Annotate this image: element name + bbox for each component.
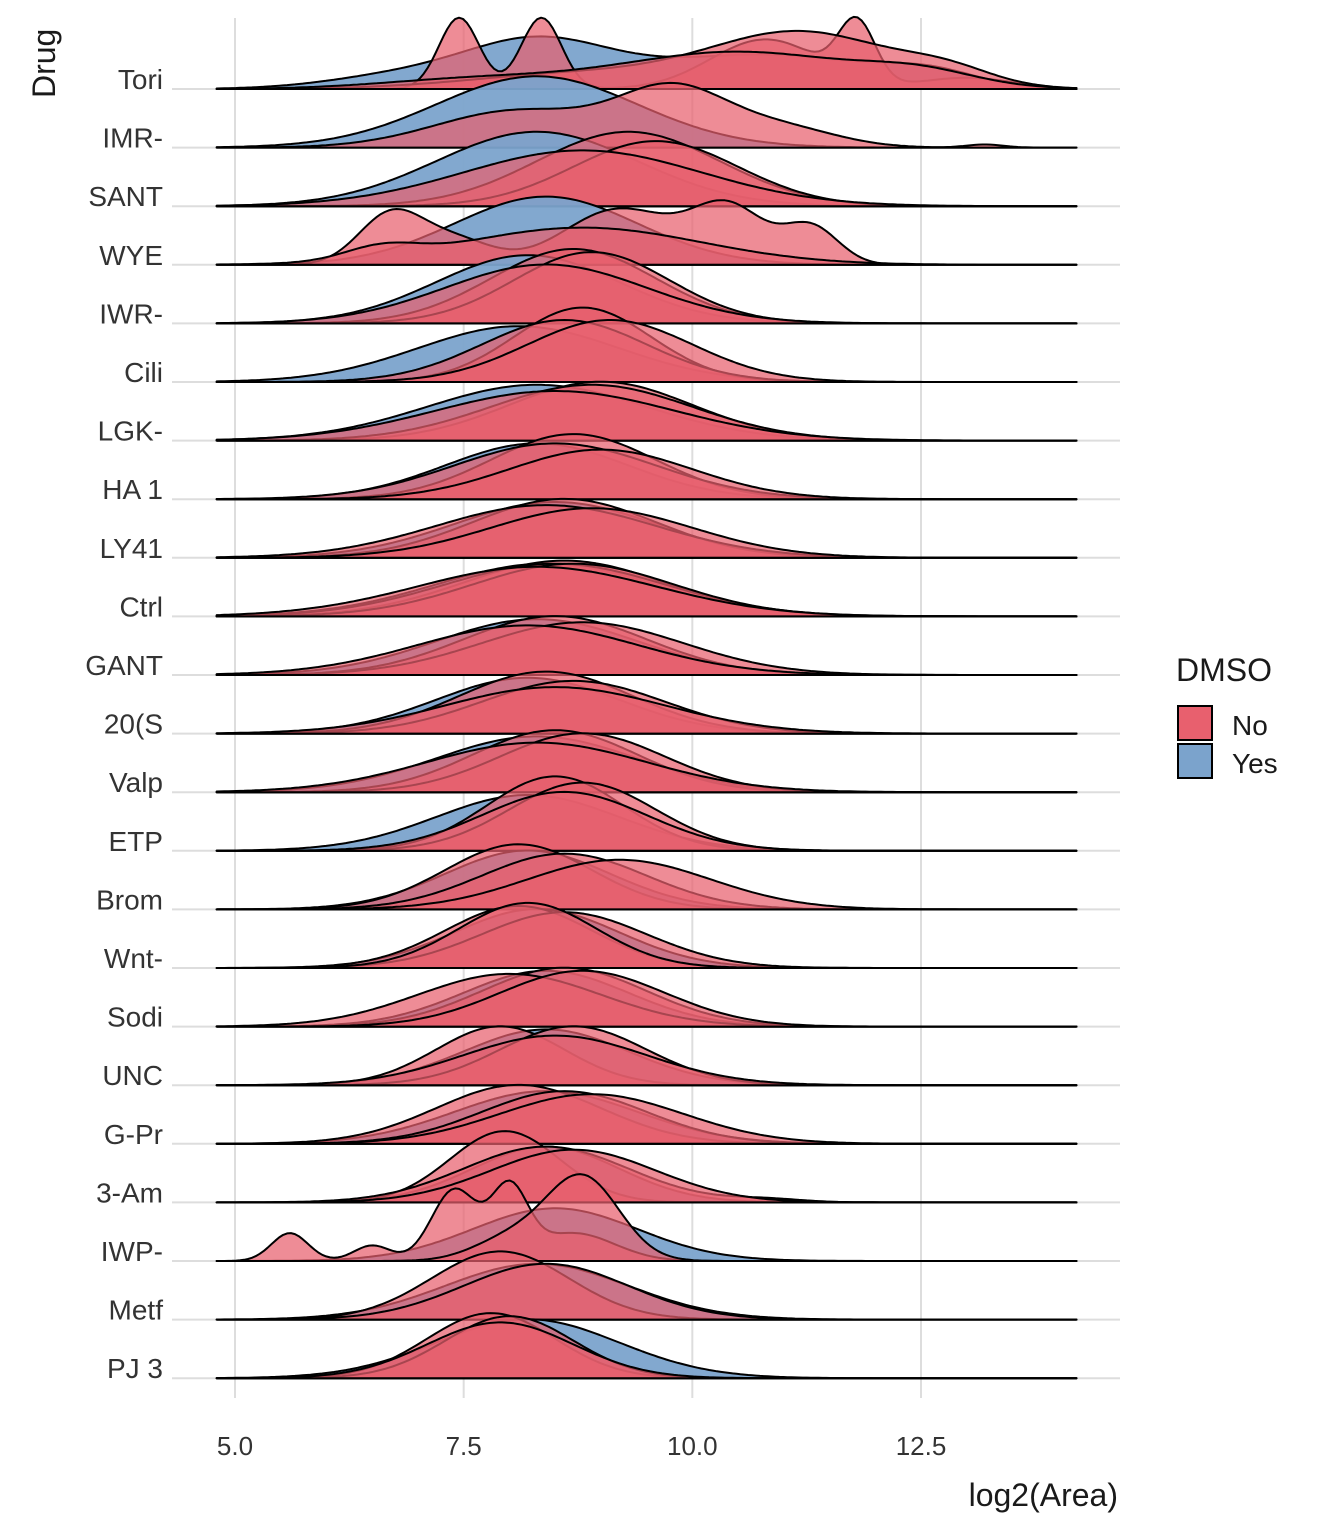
y-tick-label: 3-Am	[96, 1177, 163, 1208]
ridge-no	[215, 50, 1078, 90]
ridge-group	[215, 1173, 1078, 1262]
ridge-group	[215, 248, 1078, 325]
y-tick-label: Tori	[118, 64, 163, 95]
ridge-group	[215, 1250, 1078, 1321]
y-tick-label: LY41	[100, 533, 163, 564]
ridge-no	[215, 1148, 1078, 1204]
y-tick-label: Cili	[124, 357, 163, 388]
ridge-group	[215, 497, 1078, 559]
y-tick-label: LGK-	[98, 416, 163, 447]
ridge-group	[215, 1130, 1078, 1204]
y-tick-label: Wnt-	[104, 943, 163, 974]
ridge-group	[215, 1025, 1078, 1087]
y-tick-label: ETP	[109, 826, 163, 857]
ridge-no	[215, 741, 1078, 794]
ridge-group	[215, 130, 1078, 208]
ridge-no	[215, 390, 1078, 442]
legend-swatch-no	[1177, 705, 1213, 741]
ridge-group	[215, 1083, 1078, 1145]
ridge-group	[215, 380, 1078, 442]
y-tick-label: IWR-	[99, 298, 163, 329]
ridge-no	[215, 1093, 1078, 1145]
ridge-no	[215, 624, 1078, 676]
y-tick-label: Valp	[109, 767, 163, 798]
ridge-no	[215, 1321, 1078, 1380]
ridge-no	[215, 149, 1078, 208]
y-tick-labels: Tori IMR- SANT WYE IWR- Cili LGK- HA 1 LY41 Ctrl G…	[85, 64, 163, 1384]
legend: DMSO No Yes	[1176, 652, 1278, 779]
y-tick-label: Sodi	[107, 1002, 163, 1033]
y-tick-label: HA 1	[102, 474, 163, 505]
x-tick-labels: 5.0 7.5 10.0 12.5	[217, 1431, 946, 1461]
legend-swatch-yes	[1177, 743, 1213, 779]
x-tick-label: 5.0	[217, 1431, 253, 1461]
ridge-group	[215, 75, 1078, 149]
ridge-group	[215, 615, 1078, 676]
ridge-no	[215, 226, 1078, 266]
ridge-no	[215, 686, 1078, 735]
ridge-no	[215, 565, 1078, 618]
ridge-no	[215, 1173, 1078, 1262]
ridge-no	[215, 858, 1078, 911]
legend-label-no: No	[1232, 710, 1268, 741]
ridge-group	[215, 306, 1078, 383]
ridge-no	[215, 901, 1078, 969]
ridge-group	[215, 966, 1078, 1028]
ridge-group	[215, 15, 1078, 90]
legend-title: DMSO	[1176, 652, 1272, 688]
ridge-group	[215, 843, 1078, 911]
y-tick-label: GANT	[85, 650, 163, 681]
ridge-group	[215, 670, 1078, 735]
y-tick-label: SANT	[88, 181, 163, 212]
y-tick-label: G-Pr	[104, 1119, 163, 1150]
y-tick-label: 20(S	[104, 709, 163, 740]
y-tick-label: WYE	[99, 240, 163, 271]
x-tick-label: 12.5	[896, 1431, 947, 1461]
y-tick-label: Brom	[96, 884, 163, 915]
ridge-group	[215, 433, 1078, 501]
y-tick-label: Metf	[109, 1295, 164, 1326]
ridges	[215, 15, 1078, 1380]
ridge-no	[215, 1262, 1078, 1321]
x-tick-label: 10.0	[667, 1431, 718, 1461]
ridge-group	[215, 729, 1078, 794]
y-axis-title: Drug	[26, 29, 62, 98]
ridge-no	[215, 790, 1078, 852]
legend-label-yes: Yes	[1232, 748, 1278, 779]
ridge-no	[215, 319, 1078, 383]
y-tick-label: Ctrl	[119, 591, 163, 622]
y-tick-label: PJ 3	[107, 1353, 163, 1384]
ridge-group	[215, 775, 1078, 852]
ridge-no	[215, 263, 1078, 325]
y-tick-label: UNC	[102, 1060, 163, 1091]
x-axis-title: log2(Area)	[969, 1477, 1118, 1513]
ridge-group	[215, 1312, 1078, 1380]
x-tick-label: 7.5	[446, 1431, 482, 1461]
ridge-no	[215, 448, 1078, 501]
ridge-group	[215, 901, 1078, 969]
y-tick-label: IMR-	[102, 123, 163, 154]
ridge-no	[215, 507, 1078, 559]
ridge-no	[215, 1034, 1078, 1087]
ridge-no	[215, 81, 1078, 149]
ridge-yes	[215, 1318, 1078, 1380]
ridge-group	[215, 559, 1078, 618]
y-tick-label: IWP-	[101, 1236, 163, 1267]
ridge-no	[215, 969, 1078, 1028]
ridge-group	[215, 195, 1078, 266]
